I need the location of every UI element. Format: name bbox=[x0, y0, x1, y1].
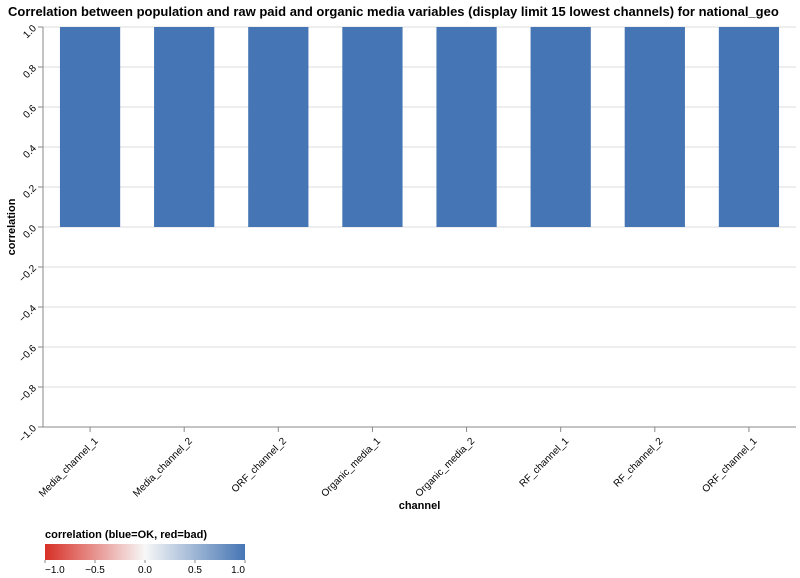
y-tick-label: 1.0 bbox=[21, 23, 39, 41]
legend-tick-label: 1.0 bbox=[231, 565, 245, 576]
bar bbox=[624, 27, 685, 227]
y-tick-label: −0.6 bbox=[17, 343, 39, 365]
x-tick-label: Organic_media_1 bbox=[319, 436, 383, 500]
x-tick-label: ORF_channel_2 bbox=[230, 436, 290, 496]
legend-tick-label: 0.5 bbox=[188, 565, 202, 576]
y-tick-label: −0.4 bbox=[17, 303, 39, 325]
legend-tick-label: −1.0 bbox=[45, 565, 65, 576]
bar bbox=[59, 27, 121, 227]
y-tick-label: 0.0 bbox=[21, 223, 39, 241]
y-tick-label: 0.4 bbox=[21, 143, 39, 161]
y-tick-label: 0.8 bbox=[21, 63, 39, 81]
legend-title: correlation (blue=OK, red=bad) bbox=[45, 529, 207, 541]
x-tick-label: Media_channel_2 bbox=[131, 436, 195, 500]
chart-title: Correlation between population and raw p… bbox=[8, 4, 779, 19]
y-tick-label: −0.2 bbox=[17, 263, 39, 285]
y-tick-label: 0.6 bbox=[21, 103, 39, 121]
y-tick-label: −1.0 bbox=[17, 423, 39, 445]
bar bbox=[718, 27, 780, 227]
legend-tick-label: −0.5 bbox=[85, 565, 105, 576]
x-tick-label: Organic_media_2 bbox=[414, 436, 478, 500]
bar bbox=[530, 27, 591, 227]
legend-gradient-bar bbox=[45, 544, 245, 560]
y-axis-title: correlation bbox=[6, 198, 18, 255]
bar bbox=[248, 27, 309, 227]
bar bbox=[154, 27, 215, 227]
x-tick-label: Media_channel_1 bbox=[37, 436, 101, 500]
x-tick-label: ORF_channel_1 bbox=[700, 436, 760, 496]
bar bbox=[342, 27, 403, 227]
legend-tick-label: 0.0 bbox=[138, 565, 152, 576]
x-axis-title: channel bbox=[399, 500, 441, 512]
y-tick-label: −0.8 bbox=[17, 383, 39, 405]
x-tick-label: RF_channel_1 bbox=[518, 436, 572, 490]
y-tick-label: 0.2 bbox=[21, 183, 39, 201]
x-tick-label: RF_channel_2 bbox=[612, 436, 666, 490]
bar bbox=[436, 27, 497, 227]
